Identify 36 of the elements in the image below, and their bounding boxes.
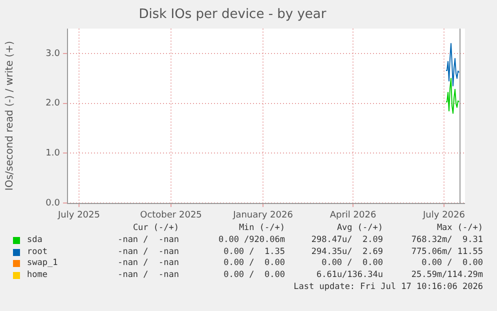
text: Last update: Fri Jul 17 10:16:06 2026 [294, 282, 483, 292]
text: -nan / -nan [118, 246, 179, 257]
x-tick-label: April 2026 [330, 210, 376, 221]
legend-label: root [27, 246, 48, 257]
text: 0.00 / 0.00 [422, 258, 483, 268]
text: 25.59m/114.29m [411, 270, 483, 280]
x-tick-label: October 2025 [140, 210, 202, 221]
text: 0.00 / 0.00 [224, 270, 285, 280]
text: 768.32m/ 9.31 [411, 234, 483, 245]
text: 294.35u/ 2.69 [311, 246, 383, 257]
x-tick-label: July 2025 [57, 210, 100, 221]
text: Cur (-/+) [132, 223, 179, 233]
y-axis-title: IOs/second read (-) / write (+) [4, 40, 16, 191]
text: 0.00 / 1.35 [224, 246, 285, 257]
text: -nan / -nan [118, 234, 179, 245]
text: 298.47u/ 2.09 [311, 234, 383, 245]
text: Avg (-/+) [336, 223, 383, 233]
text: -nan / -nan [118, 270, 179, 280]
y-tick-label: 1.0 [46, 148, 60, 159]
legend-label: sda [27, 234, 42, 245]
y-tick-label: 2.0 [46, 98, 60, 109]
x-tick-label: July 2026 [422, 210, 466, 221]
text: Min (-/+) [238, 223, 285, 233]
text: 0.00 / 0.00 [322, 258, 383, 268]
text: Max (-/+) [436, 223, 483, 233]
chart-title: Disk IOs per device - by year [138, 7, 327, 22]
text: 0.00 /920.06m [218, 234, 285, 245]
text: 775.06m/ 11.55 [411, 246, 483, 257]
y-tick-label: 3.0 [46, 48, 60, 59]
text: 6.61u/136.34u [316, 270, 383, 280]
legend-label: swap_1 [27, 258, 58, 268]
x-tick-label: January 2026 [232, 210, 294, 221]
y-tick-label: 0.0 [46, 198, 60, 208]
text: -nan / -nan [118, 258, 179, 268]
legend-label: home [27, 270, 48, 280]
text: 0.00 / 0.00 [224, 258, 285, 268]
